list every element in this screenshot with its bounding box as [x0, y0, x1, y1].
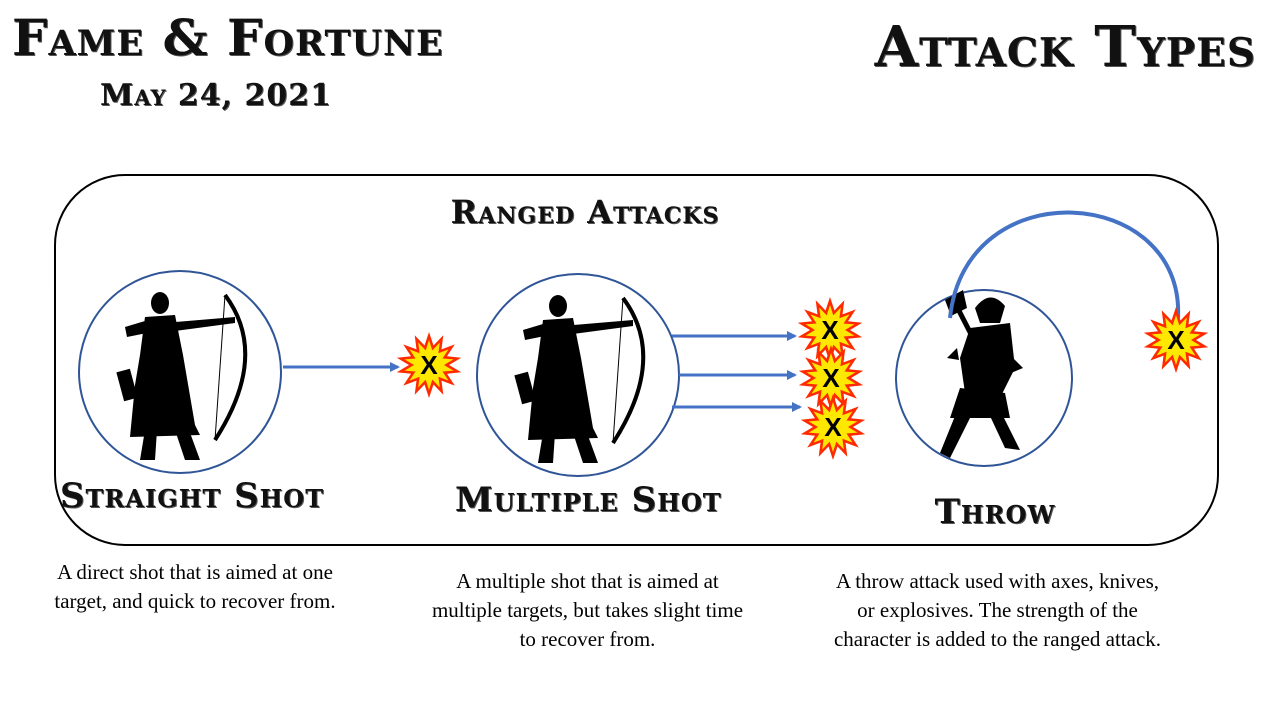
multiple-shot-description: A multiple shot that is aimed at multipl…	[431, 569, 744, 651]
target-marker: X	[420, 350, 438, 380]
ranged-attacks-panel	[54, 174, 1219, 546]
page-title: Attack Types	[874, 14, 1256, 80]
explosion-burst-icon: X	[396, 332, 462, 398]
section-title: Ranged Attacks	[450, 193, 720, 231]
straight-shot-label: Straight Shot	[60, 476, 325, 516]
throw-arc	[948, 210, 1181, 319]
straight-shot-description: A direct shot that is aimed at one targe…	[54, 560, 336, 613]
throw-description: A throw attack used with axes, knives, o…	[833, 569, 1162, 651]
target-marker: X	[824, 412, 842, 442]
target-marker: X	[821, 315, 839, 345]
throw-label: Throw	[934, 492, 1056, 532]
date-subtitle: May 24, 2021	[100, 78, 333, 113]
app-title: Fame & Fortune	[12, 8, 444, 67]
multiple-shot-label: Multiple Shot	[455, 480, 722, 520]
target-marker: X	[822, 363, 840, 393]
explosion-burst-icon: X	[800, 394, 866, 460]
target-marker: X	[1167, 325, 1185, 355]
explosion-burst-icon: X	[798, 345, 864, 411]
explosion-burst-icon: X	[797, 297, 863, 363]
explosion-burst-icon: X	[1143, 307, 1209, 373]
